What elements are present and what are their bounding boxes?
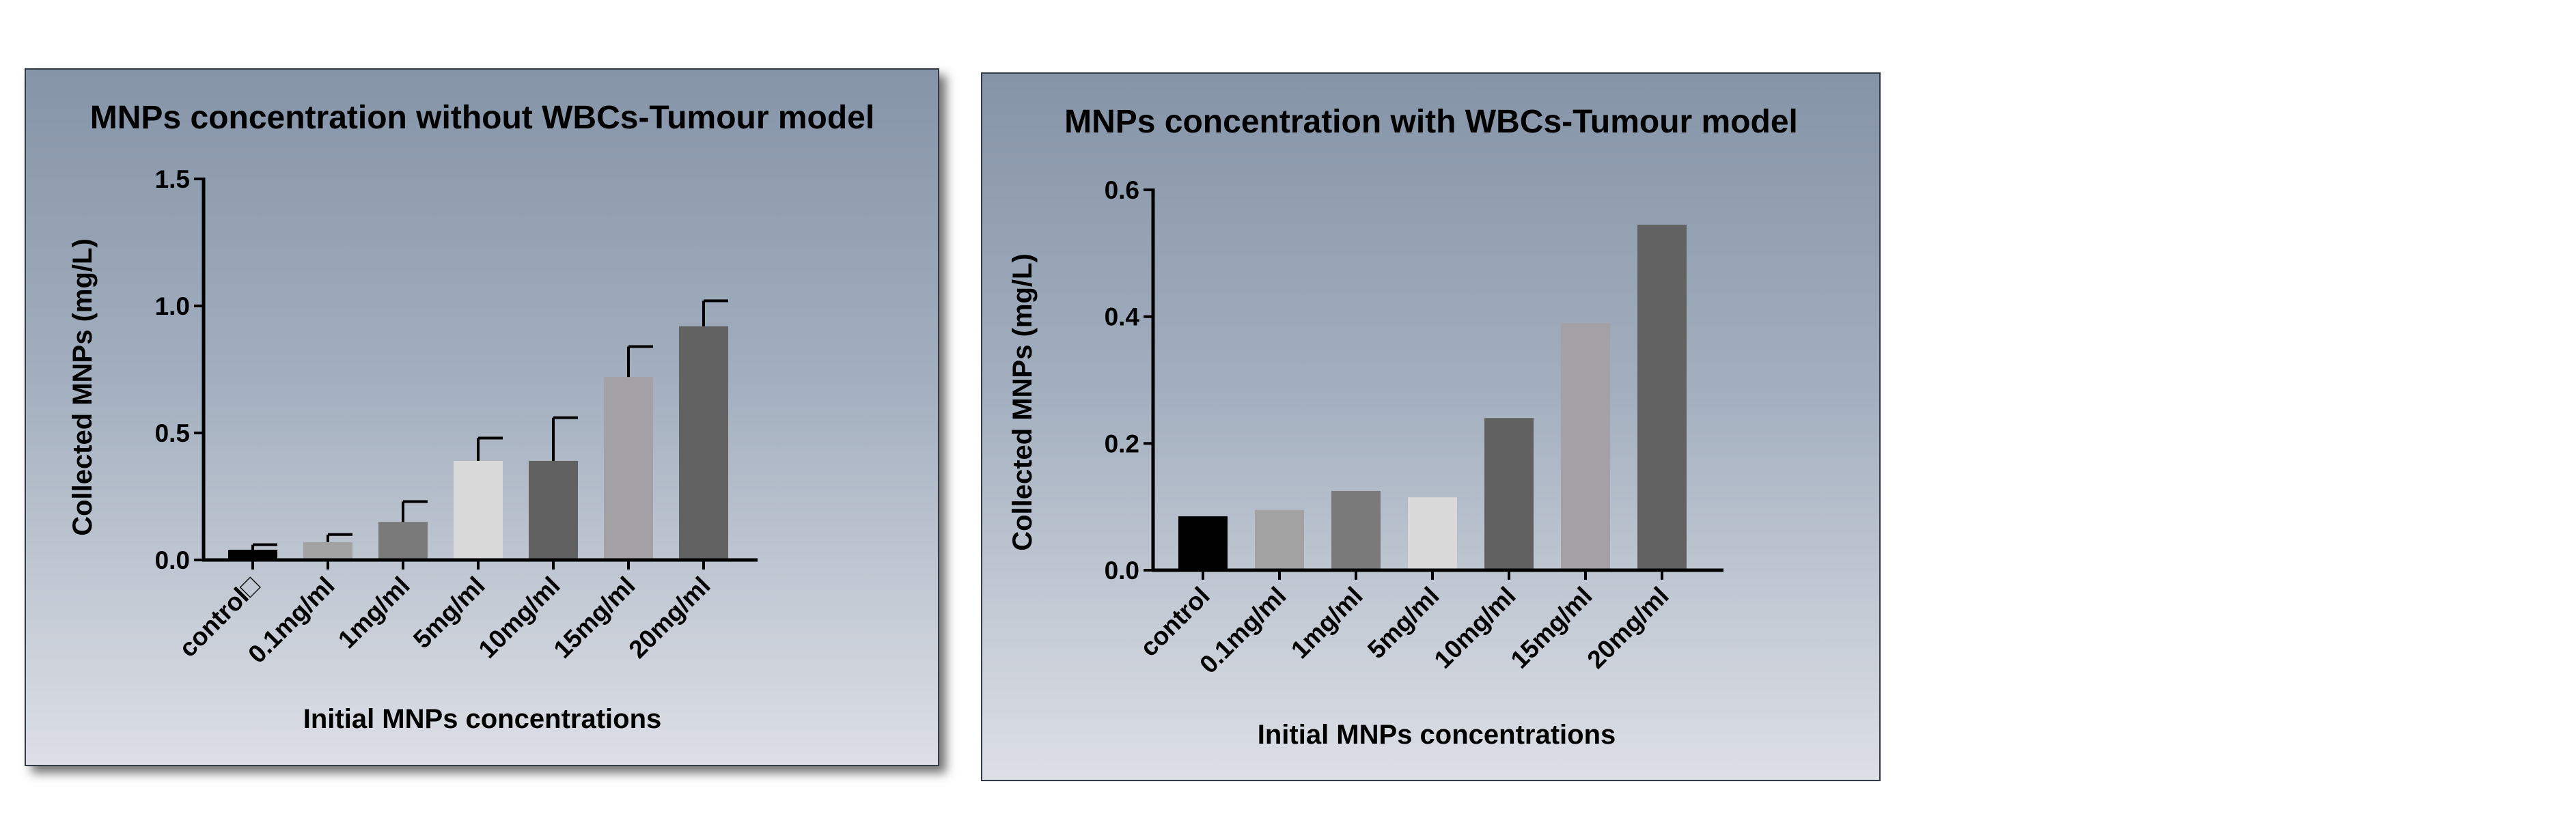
bar-4 bbox=[454, 460, 503, 560]
bar-1 bbox=[228, 550, 277, 560]
y-axis-label: Collected MNPs (mg/L) bbox=[1008, 253, 1038, 551]
bar-2 bbox=[1255, 509, 1304, 570]
bar-6 bbox=[1561, 322, 1610, 570]
bar-7 bbox=[1637, 225, 1687, 570]
bar-5 bbox=[1484, 418, 1534, 570]
x-tick-label: 10mg/ml bbox=[1429, 582, 1521, 674]
bar-5 bbox=[529, 460, 578, 560]
x-tick-label: 15mg/ml bbox=[549, 572, 641, 664]
x-tick-label: 1mg/ml bbox=[1286, 582, 1368, 664]
x-tick-label: 15mg/ml bbox=[1506, 582, 1598, 674]
bar-3 bbox=[1331, 490, 1381, 570]
bar-7 bbox=[679, 326, 728, 560]
x-axis-label: Initial MNPs concentrations bbox=[1258, 720, 1616, 750]
y-tick-label: 0.0 bbox=[1105, 557, 1139, 585]
chart-panel-with-wbcs: MNPs concentration with WBCs-Tumour mode… bbox=[981, 72, 1881, 781]
bar-2 bbox=[303, 542, 352, 560]
bar-4 bbox=[1408, 497, 1457, 570]
x-tick-label: 1mg/ml bbox=[333, 572, 415, 654]
chart-with-wbcs: MNPs concentration with WBCs-Tumour mode… bbox=[1008, 104, 1798, 750]
x-tick-label: 20mg/ml bbox=[1582, 582, 1674, 674]
y-tick-label: 0.0 bbox=[155, 546, 190, 574]
y-tick-label: 0.2 bbox=[1105, 430, 1139, 458]
y-axis-label: Collected MNPs (mg/L) bbox=[68, 238, 98, 536]
y-tick-label: 0.4 bbox=[1105, 303, 1140, 331]
chart-without-wbcs: MNPs concentration without WBCs-Tumour m… bbox=[68, 100, 874, 734]
bar-6 bbox=[604, 377, 653, 560]
bar-3 bbox=[378, 522, 428, 560]
y-tick-label: 1.5 bbox=[155, 165, 190, 193]
y-tick-label: 0.5 bbox=[155, 419, 190, 447]
chart-title: MNPs concentration with WBCs-Tumour mode… bbox=[1064, 104, 1798, 140]
chart-title: MNPs concentration without WBCs-Tumour m… bbox=[90, 100, 874, 136]
y-tick-label: 1.0 bbox=[155, 292, 190, 320]
x-tick-label: 20mg/ml bbox=[624, 572, 716, 664]
y-tick-label: 0.6 bbox=[1105, 176, 1139, 204]
chart-panel-without-wbcs: MNPs concentration without WBCs-Tumour m… bbox=[25, 68, 939, 766]
x-axis-label: Initial MNPs concentrations bbox=[303, 704, 662, 734]
bar-1 bbox=[1178, 516, 1228, 570]
x-tick-label: 10mg/ml bbox=[473, 572, 566, 664]
